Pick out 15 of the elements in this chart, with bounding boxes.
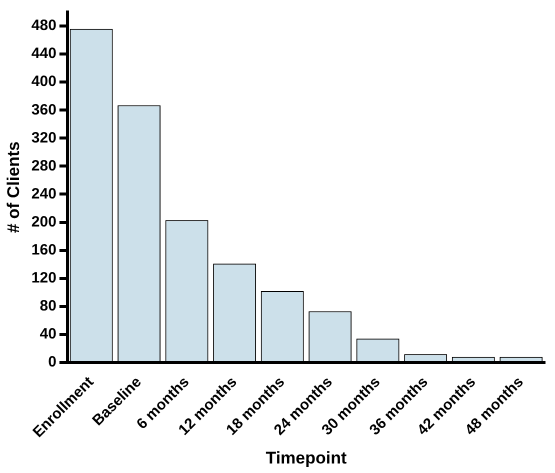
y-tick-label: 240 — [31, 185, 56, 202]
y-tick-label: 160 — [31, 241, 56, 258]
y-tick-label: 40 — [40, 326, 56, 343]
y-axis-title: # of Clients — [4, 141, 23, 234]
y-tick-label: 80 — [40, 298, 56, 315]
y-tick-label: 280 — [31, 157, 56, 174]
y-tick-label: 200 — [31, 213, 56, 230]
y-tick-label: 480 — [31, 17, 56, 34]
y-tick-label: 0 — [48, 354, 56, 371]
y-tick-label: 120 — [31, 270, 56, 287]
y-tick-label: 360 — [31, 101, 56, 118]
y-tick-label: 400 — [31, 73, 56, 90]
y-tick-label: 320 — [31, 129, 56, 146]
y-tick-label: 440 — [31, 45, 56, 62]
x-axis-title: Timepoint — [266, 448, 347, 468]
